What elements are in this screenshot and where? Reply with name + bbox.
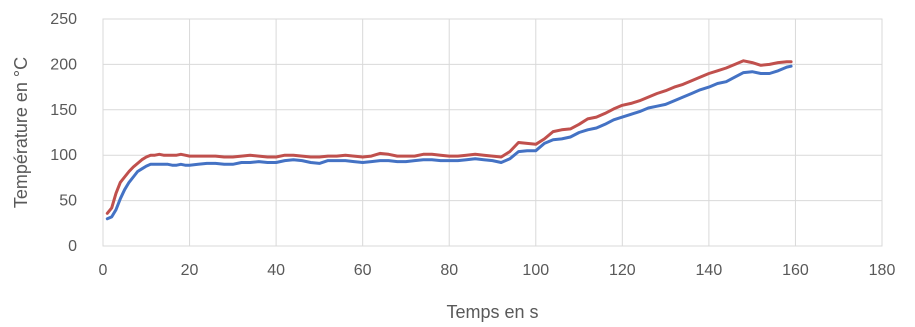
series-layer <box>105 59 793 221</box>
x-axis-title: Temps en s <box>446 302 538 322</box>
x-tick-label: 40 <box>267 262 285 279</box>
x-tick-label: 100 <box>522 262 549 279</box>
x-tick-label: 180 <box>869 262 896 279</box>
series-line-1 <box>105 64 793 221</box>
y-tick-label: 0 <box>68 238 77 255</box>
x-tick-label: 60 <box>354 262 372 279</box>
x-tick-label: 160 <box>782 262 809 279</box>
x-tick-label: 20 <box>181 262 199 279</box>
y-tick-label: 100 <box>50 147 77 164</box>
vertical-gridlines <box>102 19 883 246</box>
y-axis-tick-labels: 0 50 100 150 200 250 <box>50 11 77 255</box>
y-tick-label: 250 <box>50 11 77 28</box>
series-line-2 <box>105 59 793 215</box>
y-axis-title: Température en °C <box>11 57 31 208</box>
y-tick-label: 50 <box>59 193 77 210</box>
x-tick-label: 120 <box>609 262 636 279</box>
y-tick-label: 200 <box>50 56 77 73</box>
y-tick-label: 150 <box>50 102 77 119</box>
x-axis-tick-labels: 0 20 40 60 80 100 120 140 160 180 <box>99 262 896 279</box>
plot-area-border <box>102 18 883 247</box>
x-tick-label: 80 <box>440 262 458 279</box>
x-tick-label: 0 <box>99 262 108 279</box>
horizontal-gridlines <box>103 18 882 247</box>
x-tick-label: 140 <box>696 262 723 279</box>
